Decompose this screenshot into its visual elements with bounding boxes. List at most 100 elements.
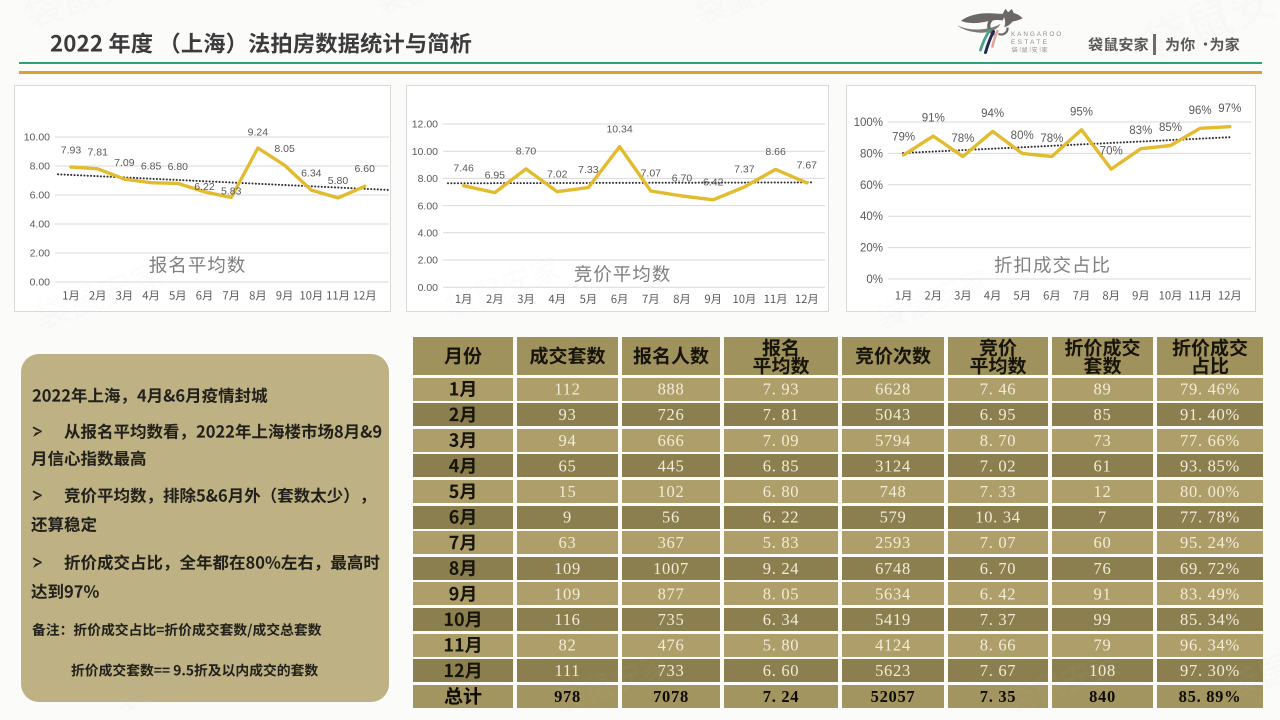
svg-text:76: 76	[1094, 559, 1112, 578]
svg-text:5. 83: 5. 83	[763, 533, 800, 552]
svg-text:5794: 5794	[875, 431, 911, 450]
svg-text:85. 89%: 85. 89%	[1179, 687, 1242, 706]
svg-text:8. 05: 8. 05	[763, 584, 800, 603]
svg-text:109: 109	[554, 584, 581, 603]
svg-text:94%: 94%	[981, 108, 1004, 120]
svg-text:79%: 79%	[892, 132, 915, 144]
svg-text:93. 85%: 93. 85%	[1180, 456, 1240, 475]
svg-text:6.80: 6.80	[168, 161, 189, 173]
svg-text:4.00: 4.00	[30, 219, 51, 231]
svg-text:6. 42: 6. 42	[980, 584, 1017, 603]
svg-text:6.22: 6.22	[194, 181, 215, 193]
svg-text:10.00: 10.00	[24, 132, 50, 144]
svg-text:7.09: 7.09	[114, 157, 135, 169]
svg-text:20%: 20%	[860, 243, 883, 255]
svg-text:78%: 78%	[951, 133, 974, 145]
svg-text:7. 67: 7. 67	[980, 661, 1017, 680]
svg-text:7. 02: 7. 02	[980, 456, 1017, 475]
svg-text:6. 85: 6. 85	[763, 456, 800, 475]
svg-text:7: 7	[1098, 508, 1107, 527]
svg-text:95%: 95%	[1070, 106, 1093, 118]
svg-text:7.46: 7.46	[453, 162, 474, 174]
svg-text:7.81: 7.81	[87, 146, 108, 158]
svg-text:666: 666	[658, 431, 685, 450]
svg-text:877: 877	[658, 584, 685, 603]
svg-text:73: 73	[1094, 431, 1112, 450]
svg-text:978: 978	[554, 687, 581, 706]
svg-text:70%: 70%	[1100, 146, 1123, 158]
svg-text:579: 579	[880, 508, 907, 527]
svg-text:7. 35: 7. 35	[980, 687, 1017, 706]
svg-text:6.85: 6.85	[141, 160, 162, 172]
svg-text:735: 735	[658, 610, 685, 629]
svg-text:60: 60	[1094, 533, 1112, 552]
svg-text:40%: 40%	[860, 211, 883, 223]
svg-text:KANGAROO: KANGAROO	[1011, 31, 1063, 38]
svg-text:7.67: 7.67	[797, 160, 818, 172]
svg-text:0.00: 0.00	[30, 277, 51, 289]
svg-text:2.00: 2.00	[30, 248, 51, 260]
svg-text:112: 112	[554, 380, 580, 399]
svg-text:1007: 1007	[653, 559, 689, 578]
svg-text:94: 94	[559, 431, 577, 450]
svg-text:6. 80: 6. 80	[763, 482, 800, 501]
svg-text:8.66: 8.66	[765, 146, 786, 158]
svg-text:7. 07: 7. 07	[980, 533, 1017, 552]
svg-text:80%: 80%	[1011, 130, 1034, 142]
svg-text:61: 61	[1094, 456, 1112, 475]
svg-text:63: 63	[559, 533, 577, 552]
svg-text:78%: 78%	[1040, 133, 1063, 145]
svg-text:733: 733	[658, 661, 685, 680]
svg-text:77. 66%: 77. 66%	[1180, 431, 1240, 450]
svg-text:6.60: 6.60	[354, 163, 375, 175]
svg-text:0.00: 0.00	[418, 282, 439, 294]
svg-text:15: 15	[559, 482, 577, 501]
svg-text:726: 726	[658, 405, 685, 424]
svg-text:97%: 97%	[1218, 103, 1241, 115]
svg-text:7. 33: 7. 33	[980, 482, 1017, 501]
svg-text:100%: 100%	[854, 117, 883, 129]
svg-text:2.00: 2.00	[418, 255, 439, 267]
svg-text:6.00: 6.00	[30, 190, 51, 202]
svg-text:7. 37: 7. 37	[980, 610, 1017, 629]
svg-text:6.95: 6.95	[485, 169, 506, 181]
svg-text:97. 30%: 97. 30%	[1180, 661, 1240, 680]
svg-text:80. 00%: 80. 00%	[1180, 482, 1240, 501]
svg-text:6.42: 6.42	[703, 177, 724, 189]
svg-text:3124: 3124	[875, 456, 911, 475]
svg-text:93: 93	[559, 405, 577, 424]
svg-text:9: 9	[563, 508, 572, 527]
svg-text:10.34: 10.34	[606, 123, 632, 135]
svg-text:6748: 6748	[875, 559, 911, 578]
svg-text:6. 34: 6. 34	[763, 610, 800, 629]
svg-text:476: 476	[658, 636, 685, 655]
svg-text:888: 888	[658, 380, 685, 399]
svg-text:65: 65	[559, 456, 577, 475]
svg-text:6. 60: 6. 60	[763, 661, 800, 680]
svg-text:7. 24: 7. 24	[763, 687, 800, 706]
svg-text:7. 46: 7. 46	[980, 380, 1017, 399]
svg-text:79. 46%: 79. 46%	[1180, 380, 1240, 399]
svg-text:5.80: 5.80	[328, 175, 349, 187]
svg-text:445: 445	[658, 456, 685, 475]
svg-text:8. 70: 8. 70	[980, 431, 1017, 450]
svg-text:0%: 0%	[866, 274, 883, 286]
svg-text:7.07: 7.07	[641, 168, 662, 180]
svg-text:6.00: 6.00	[418, 200, 439, 212]
svg-text:12: 12	[1094, 482, 1112, 501]
svg-text:85: 85	[1094, 405, 1112, 424]
svg-text:85%: 85%	[1159, 122, 1182, 134]
svg-text:5623: 5623	[875, 661, 911, 680]
svg-text:77. 78%: 77. 78%	[1180, 508, 1240, 527]
svg-text:91: 91	[1094, 584, 1112, 603]
svg-text:108: 108	[1089, 661, 1116, 680]
svg-text:99: 99	[1094, 610, 1112, 629]
svg-text:8.05: 8.05	[274, 143, 295, 155]
svg-text:85. 34%: 85. 34%	[1180, 610, 1240, 629]
svg-text:83. 49%: 83. 49%	[1180, 584, 1240, 603]
svg-text:116: 116	[554, 610, 580, 629]
svg-text:89: 89	[1094, 380, 1112, 399]
svg-text:10. 34: 10. 34	[975, 508, 1020, 527]
svg-text:9. 24: 9. 24	[763, 559, 800, 578]
svg-text:6. 70: 6. 70	[980, 559, 1017, 578]
